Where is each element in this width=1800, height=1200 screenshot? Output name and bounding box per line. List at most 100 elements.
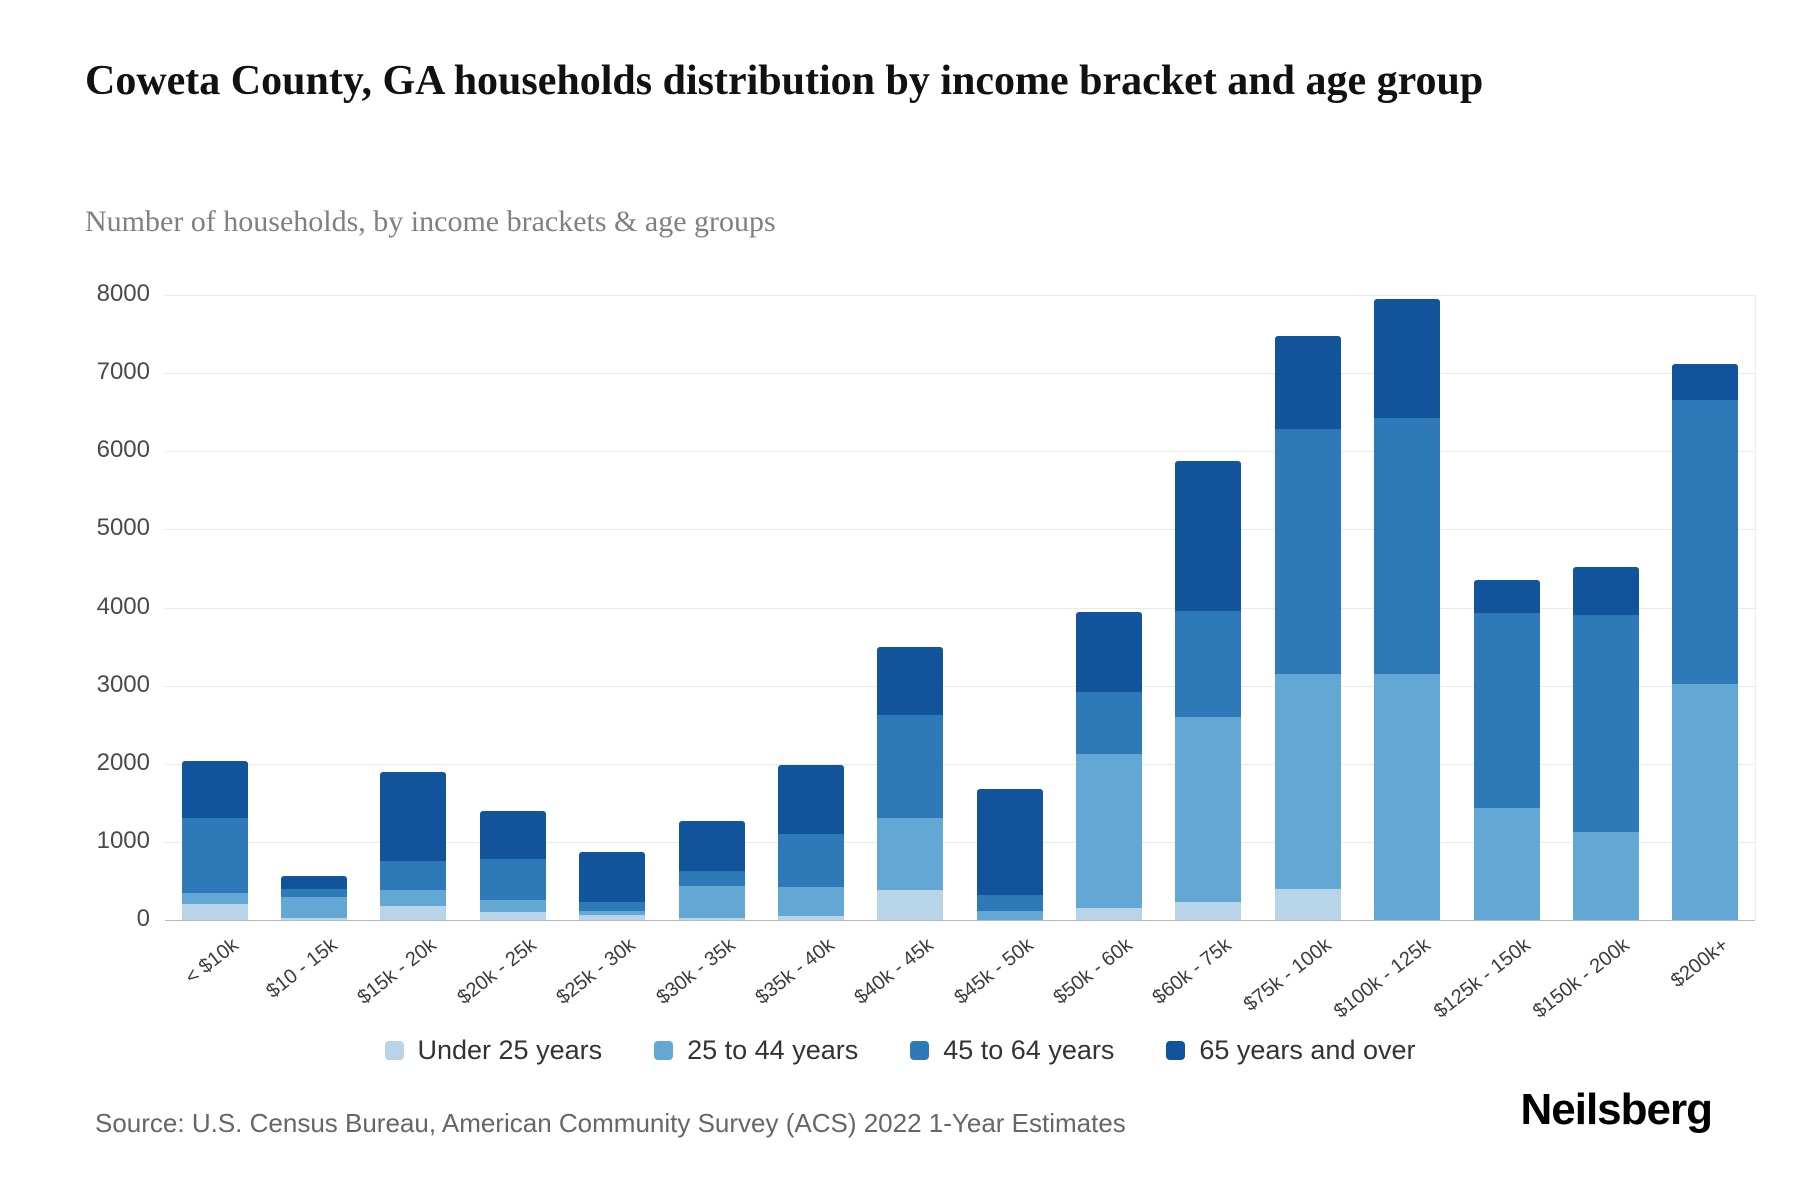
bar-segment[interactable] — [777, 834, 844, 888]
gridline — [165, 295, 1755, 296]
bar-segment[interactable] — [678, 917, 745, 920]
bar-segment[interactable] — [976, 788, 1043, 895]
x-axis-tick-label: $60k - 75k — [1148, 934, 1236, 1009]
gridline — [165, 685, 1755, 687]
bar-45k-50k[interactable] — [976, 788, 1043, 920]
x-axis-baseline — [165, 920, 1755, 921]
bar-segment[interactable] — [579, 915, 646, 920]
bar-segment[interactable] — [1076, 691, 1143, 755]
bar-125k-150k[interactable] — [1473, 580, 1540, 920]
bar-segment[interactable] — [579, 902, 646, 911]
bar-segment[interactable] — [479, 900, 546, 913]
bar-35k-40k[interactable] — [777, 765, 844, 920]
bar-10k[interactable] — [181, 761, 248, 920]
bar-segment[interactable] — [877, 818, 944, 891]
bar-segment[interactable] — [380, 860, 447, 891]
legend-item-under-25-years[interactable]: Under 25 years — [384, 1035, 602, 1066]
bar-segment[interactable] — [1473, 580, 1540, 613]
bar-15k-20k[interactable] — [380, 772, 447, 920]
bar-segment[interactable] — [877, 890, 944, 920]
y-axis-tick-label: 0 — [136, 905, 150, 932]
bar-200k[interactable] — [1672, 363, 1739, 920]
bar-segment[interactable] — [1076, 612, 1143, 692]
bar-segment[interactable] — [1672, 684, 1739, 920]
bar-segment[interactable] — [181, 761, 248, 819]
bar-segment[interactable] — [281, 876, 348, 889]
bar-segment[interactable] — [1175, 716, 1242, 903]
bar-segment[interactable] — [181, 904, 248, 920]
bar-segment[interactable] — [479, 811, 546, 860]
bar-50k-60k[interactable] — [1076, 612, 1143, 920]
bar-100k-125k[interactable] — [1374, 298, 1441, 920]
bar-segment[interactable] — [1076, 754, 1143, 909]
bar-segment[interactable] — [380, 772, 447, 861]
bar-segment[interactable] — [678, 886, 745, 918]
bar-segment[interactable] — [678, 820, 745, 871]
gridline — [165, 763, 1755, 765]
bar-segment[interactable] — [1374, 673, 1441, 920]
bar-segment[interactable] — [1274, 888, 1341, 920]
bar-segment[interactable] — [1572, 566, 1639, 615]
bar-segment[interactable] — [1672, 363, 1739, 401]
y-axis-tick-label: 6000 — [96, 436, 150, 464]
gridline — [165, 373, 1755, 375]
bar-segment[interactable] — [1374, 418, 1441, 674]
bar-segment[interactable] — [1572, 614, 1639, 832]
bar-segment[interactable] — [1473, 612, 1540, 809]
bar-segment[interactable] — [1274, 673, 1341, 889]
bar-segment[interactable] — [976, 910, 1043, 920]
bar-segment[interactable] — [877, 715, 944, 819]
bar-segment[interactable] — [380, 905, 447, 920]
bar-segment[interactable] — [777, 765, 844, 835]
bar-segment[interactable] — [777, 916, 844, 920]
bar-segment[interactable] — [181, 818, 248, 893]
x-axis-tick-label: $125k - 150k — [1429, 934, 1535, 1023]
legend-item-25-to-44-years[interactable]: 25 to 44 years — [654, 1035, 858, 1066]
bar-segment[interactable] — [281, 896, 348, 918]
bar-segment[interactable] — [1274, 429, 1341, 674]
plot-right-border — [1755, 295, 1756, 920]
legend-swatch — [1166, 1041, 1186, 1060]
bar-segment[interactable] — [1175, 461, 1242, 611]
bar-75k-100k[interactable] — [1274, 336, 1341, 920]
bar-150k-200k[interactable] — [1572, 566, 1639, 920]
bar-segment[interactable] — [1076, 908, 1143, 920]
x-axis-tick-label: $50k - 60k — [1049, 934, 1137, 1009]
bar-segment[interactable] — [1374, 298, 1441, 419]
bar-segment[interactable] — [579, 852, 646, 903]
bar-segment[interactable] — [1572, 831, 1639, 920]
bar-25k-30k[interactable] — [579, 852, 646, 920]
bar-segment[interactable] — [181, 892, 248, 905]
y-axis-tick-label: 2000 — [96, 748, 150, 776]
bar-segment[interactable] — [1473, 808, 1540, 920]
y-axis-tick-label: 8000 — [96, 280, 150, 307]
gridline — [165, 451, 1755, 453]
bar-10-15k[interactable] — [281, 876, 348, 920]
bar-segment[interactable] — [777, 887, 844, 917]
chart-legend: Under 25 years 25 to 44 years 45 to 64 yea… — [0, 1035, 1800, 1066]
bar-segment[interactable] — [579, 910, 646, 916]
y-axis-tick-label: 4000 — [96, 592, 150, 620]
bar-60k-75k[interactable] — [1175, 461, 1242, 920]
bar-segment[interactable] — [1175, 610, 1242, 717]
x-axis-tick-label: $20k - 25k — [453, 934, 541, 1009]
bar-segment[interactable] — [1274, 336, 1341, 430]
bar-segment[interactable] — [877, 646, 944, 716]
legend-item-45-to-64-years[interactable]: 45 to 64 years — [910, 1035, 1114, 1066]
bar-segment[interactable] — [479, 859, 546, 901]
x-axis-tick-label: $35k - 40k — [751, 934, 839, 1009]
bar-segment[interactable] — [976, 895, 1043, 911]
x-axis-tick-label: $30k - 35k — [651, 934, 740, 1009]
bar-20k-25k[interactable] — [479, 811, 546, 920]
bar-segment[interactable] — [479, 912, 546, 920]
bar-segment[interactable] — [1175, 902, 1242, 920]
bar-segment[interactable] — [678, 870, 745, 887]
legend-item-65-years-and-over[interactable]: 65 years and over — [1166, 1035, 1416, 1066]
bar-segment[interactable] — [1672, 400, 1739, 685]
bar-40k-45k[interactable] — [877, 646, 944, 920]
bar-30k-35k[interactable] — [678, 820, 745, 920]
bar-segment[interactable] — [281, 888, 348, 897]
chart-subtitle: Number of households, by income brackets… — [85, 205, 776, 238]
bar-segment[interactable] — [380, 890, 447, 906]
bar-segment[interactable] — [281, 917, 348, 920]
